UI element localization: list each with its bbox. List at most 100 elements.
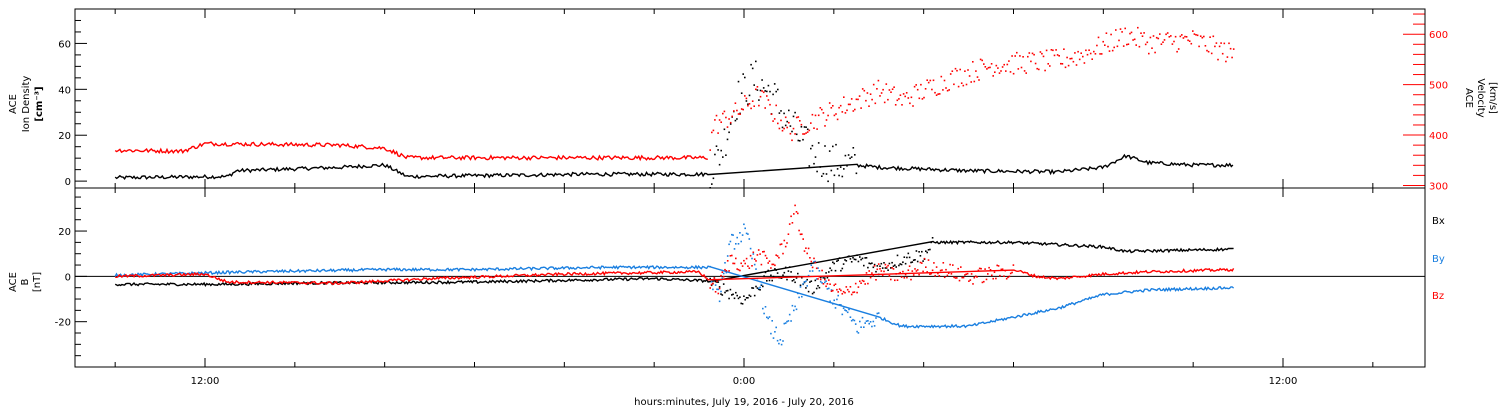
bz-point (906, 276, 908, 279)
bz-point (850, 293, 853, 296)
by-point (722, 272, 725, 275)
by-point (865, 320, 868, 322)
velocity-point (1075, 64, 1078, 66)
bx-point (830, 269, 833, 272)
by-point (807, 274, 810, 277)
ion-density-point (717, 149, 719, 151)
by-point (710, 280, 713, 283)
bx-point (795, 277, 798, 279)
velocity-point (1177, 48, 1180, 50)
bx-point (794, 281, 796, 284)
velocity-point (986, 68, 988, 70)
velocity-point (994, 71, 996, 73)
bz-point (720, 274, 722, 277)
by-point (860, 326, 862, 328)
bx-point (863, 264, 865, 267)
velocity-point (987, 66, 990, 69)
velocity-point (1203, 35, 1205, 38)
velocity-y-tick-label: 600 (1429, 30, 1448, 41)
panel2-frame (74, 187, 1426, 368)
by-point (869, 321, 872, 323)
density-y-axis: 0 20 40 60 (58, 19, 87, 188)
velocity-point (805, 132, 807, 134)
by-point (876, 312, 879, 315)
bz-point (1009, 272, 1012, 275)
by-point (787, 320, 790, 322)
velocity-point (1038, 68, 1040, 71)
by-point (776, 339, 779, 342)
velocity-point (737, 113, 740, 115)
bx-point (783, 271, 786, 274)
bz-point (978, 267, 981, 270)
velocity-point (1097, 36, 1100, 39)
velocity-point (1221, 52, 1224, 55)
ion-density-point (777, 88, 779, 91)
velocity-point (1146, 41, 1149, 44)
ion-density-point (806, 128, 809, 131)
velocity-point (734, 102, 737, 104)
velocity-point (863, 89, 866, 92)
bz-point (740, 262, 742, 265)
by-point (824, 281, 826, 284)
bz-point (815, 267, 818, 270)
ion-density-point (838, 174, 840, 177)
bx-point (748, 294, 751, 297)
velocity-point (764, 107, 766, 109)
velocity-point (1066, 56, 1068, 59)
bz-point (927, 259, 930, 261)
bz-point (881, 274, 884, 276)
bx-point (837, 259, 839, 262)
by-point (771, 320, 773, 322)
by-point (798, 296, 800, 299)
velocity-point (1030, 60, 1032, 63)
velocity-point (714, 119, 716, 121)
by-point (825, 280, 827, 282)
bz-point (885, 266, 888, 268)
velocity-point (1027, 55, 1029, 58)
velocity-point (1206, 49, 1208, 52)
velocity-point (711, 131, 713, 134)
velocity-point (1152, 35, 1155, 37)
bz-point (964, 274, 966, 276)
ion-density-point (794, 111, 796, 114)
bx-point (876, 265, 879, 267)
velocity-point (920, 83, 922, 86)
velocity-point (1058, 55, 1060, 57)
velocity-point (1014, 55, 1016, 57)
velocity-point (797, 116, 800, 118)
bz-point (834, 283, 837, 285)
bx-point (908, 256, 911, 259)
bx-point (825, 272, 827, 274)
by-point (856, 330, 858, 333)
velocity-y-tick-label: 400 (1429, 131, 1448, 142)
velocity-point (766, 95, 768, 97)
bz-point (788, 223, 791, 225)
ion-density-point (799, 140, 801, 142)
velocity-point (965, 83, 968, 86)
bx-point (737, 297, 740, 300)
bz-point (985, 278, 988, 281)
bz-point (859, 280, 861, 283)
bz-point (987, 273, 989, 275)
velocity-point (1053, 54, 1056, 57)
bz-point (794, 204, 796, 207)
bx-point (826, 276, 829, 279)
velocity-point (945, 87, 947, 89)
bz-point (784, 245, 787, 248)
velocity-point (733, 110, 735, 112)
velocity-point (762, 91, 765, 94)
velocity-point (803, 133, 806, 135)
by-point (752, 253, 755, 255)
bx-point (925, 250, 927, 252)
ion-density-point (759, 89, 762, 92)
velocity-point (1088, 49, 1090, 51)
b-y-tick-label: 20 (58, 227, 71, 238)
bz-point (923, 257, 926, 260)
density-axis-label-line3: [cm⁻³] (34, 86, 45, 121)
legend-bz-label: Bz (1432, 291, 1444, 302)
by-point (766, 316, 768, 319)
ion-density-point (714, 153, 716, 156)
bx-point (868, 262, 870, 265)
velocity-point (1176, 50, 1178, 53)
velocity-point (953, 83, 955, 86)
